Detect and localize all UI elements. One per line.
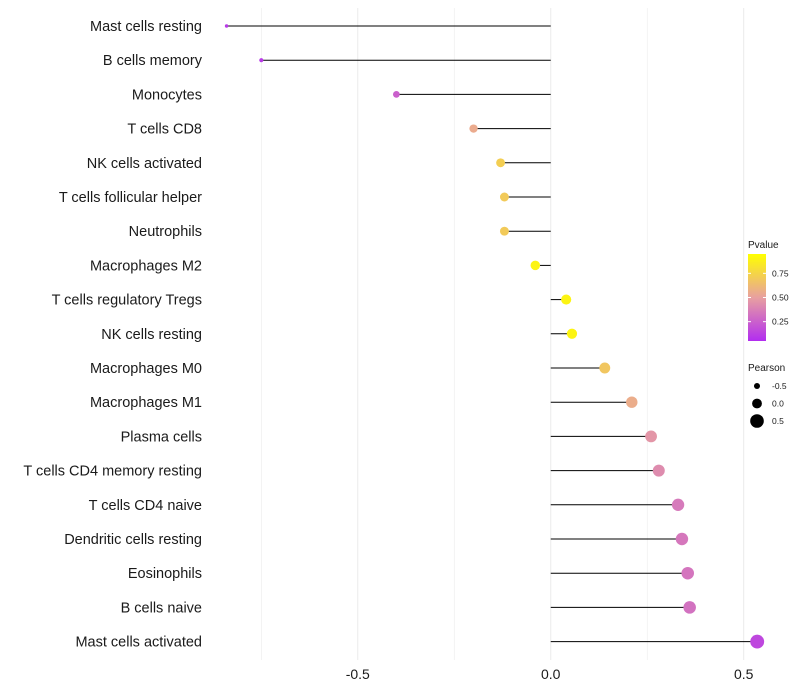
lollipop-point [561, 294, 572, 305]
category-labels: Mast cells resting B cells memory Monocyte… [23, 19, 202, 651]
category-label: Mast cells activated [75, 635, 202, 651]
category-label: T cells regulatory Tregs [52, 293, 202, 309]
category-label: NK cells resting [101, 327, 202, 343]
category-label: Eosinophils [128, 566, 202, 582]
pvalue-colorbar [748, 254, 766, 341]
x-tick-label: 0.5 [734, 666, 754, 682]
pearson-legend-key [753, 382, 761, 390]
grid-lines [261, 8, 745, 660]
x-tick-label: 0.0 [541, 666, 561, 682]
category-label: Plasma cells [121, 429, 202, 445]
pvalue-legend-label: 0.25 [772, 317, 789, 327]
pearson-legend-label: 0.0 [772, 399, 784, 409]
category-label: B cells memory [103, 53, 203, 69]
pvalue-legend-title: Pvalue [748, 240, 779, 251]
category-label: Macrophages M0 [90, 361, 202, 377]
category-label: Macrophages M1 [90, 395, 202, 411]
lollipop-point [652, 464, 665, 477]
pearson-legend-title: Pearson [748, 363, 785, 374]
pvalue-legend-label: 0.75 [772, 268, 789, 278]
category-label: T cells follicular helper [59, 190, 202, 206]
lollipop-point [392, 91, 400, 98]
x-axis-tick-labels: -0.5 0.0 0.5 [346, 666, 754, 682]
category-label: Dendritic cells resting [64, 532, 202, 548]
lollipop-point [530, 260, 541, 271]
lollipop-point [683, 601, 696, 614]
lollipop-point [599, 362, 611, 374]
category-label: B cells naive [121, 600, 202, 616]
category-label: T cells CD4 memory resting [23, 464, 202, 480]
lollipop-point [681, 566, 694, 580]
lollipop-point [671, 498, 685, 511]
x-tick-label: -0.5 [346, 666, 370, 682]
category-label: Macrophages M2 [90, 258, 202, 274]
category-label: Monocytes [132, 87, 202, 103]
pvalue-legend: Pvalue 0.25 0.50 0.75 [748, 240, 789, 341]
category-label: Neutrophils [129, 224, 202, 240]
pvalue-legend-label: 0.50 [772, 293, 789, 303]
pearson-legend: Pearson -0.5 0.0 0.5 [748, 363, 787, 428]
lollipop-point [566, 328, 578, 339]
lollipop-point [675, 532, 689, 546]
pearson-legend-key [750, 414, 764, 428]
lollipop-point [499, 192, 509, 202]
lollipop-point [496, 158, 505, 168]
lollipop-point [750, 634, 765, 649]
category-label: T cells CD8 [127, 122, 202, 138]
pearson-legend-label: 0.5 [772, 416, 784, 426]
lollipop-segments [226, 25, 758, 643]
lollipop-point [224, 24, 229, 28]
category-label: Mast cells resting [90, 19, 202, 35]
category-label: NK cells activated [87, 156, 202, 172]
lollipop-point [645, 430, 657, 443]
lollipop-points [224, 24, 765, 649]
lollipop-point [469, 124, 478, 133]
lollipop-point [499, 226, 509, 236]
pearson-legend-label: -0.5 [772, 381, 787, 391]
lollipop-point [626, 396, 638, 408]
lollipop-point [259, 58, 264, 63]
pearson-legend-key [752, 398, 762, 409]
category-label: T cells CD4 naive [89, 498, 202, 514]
